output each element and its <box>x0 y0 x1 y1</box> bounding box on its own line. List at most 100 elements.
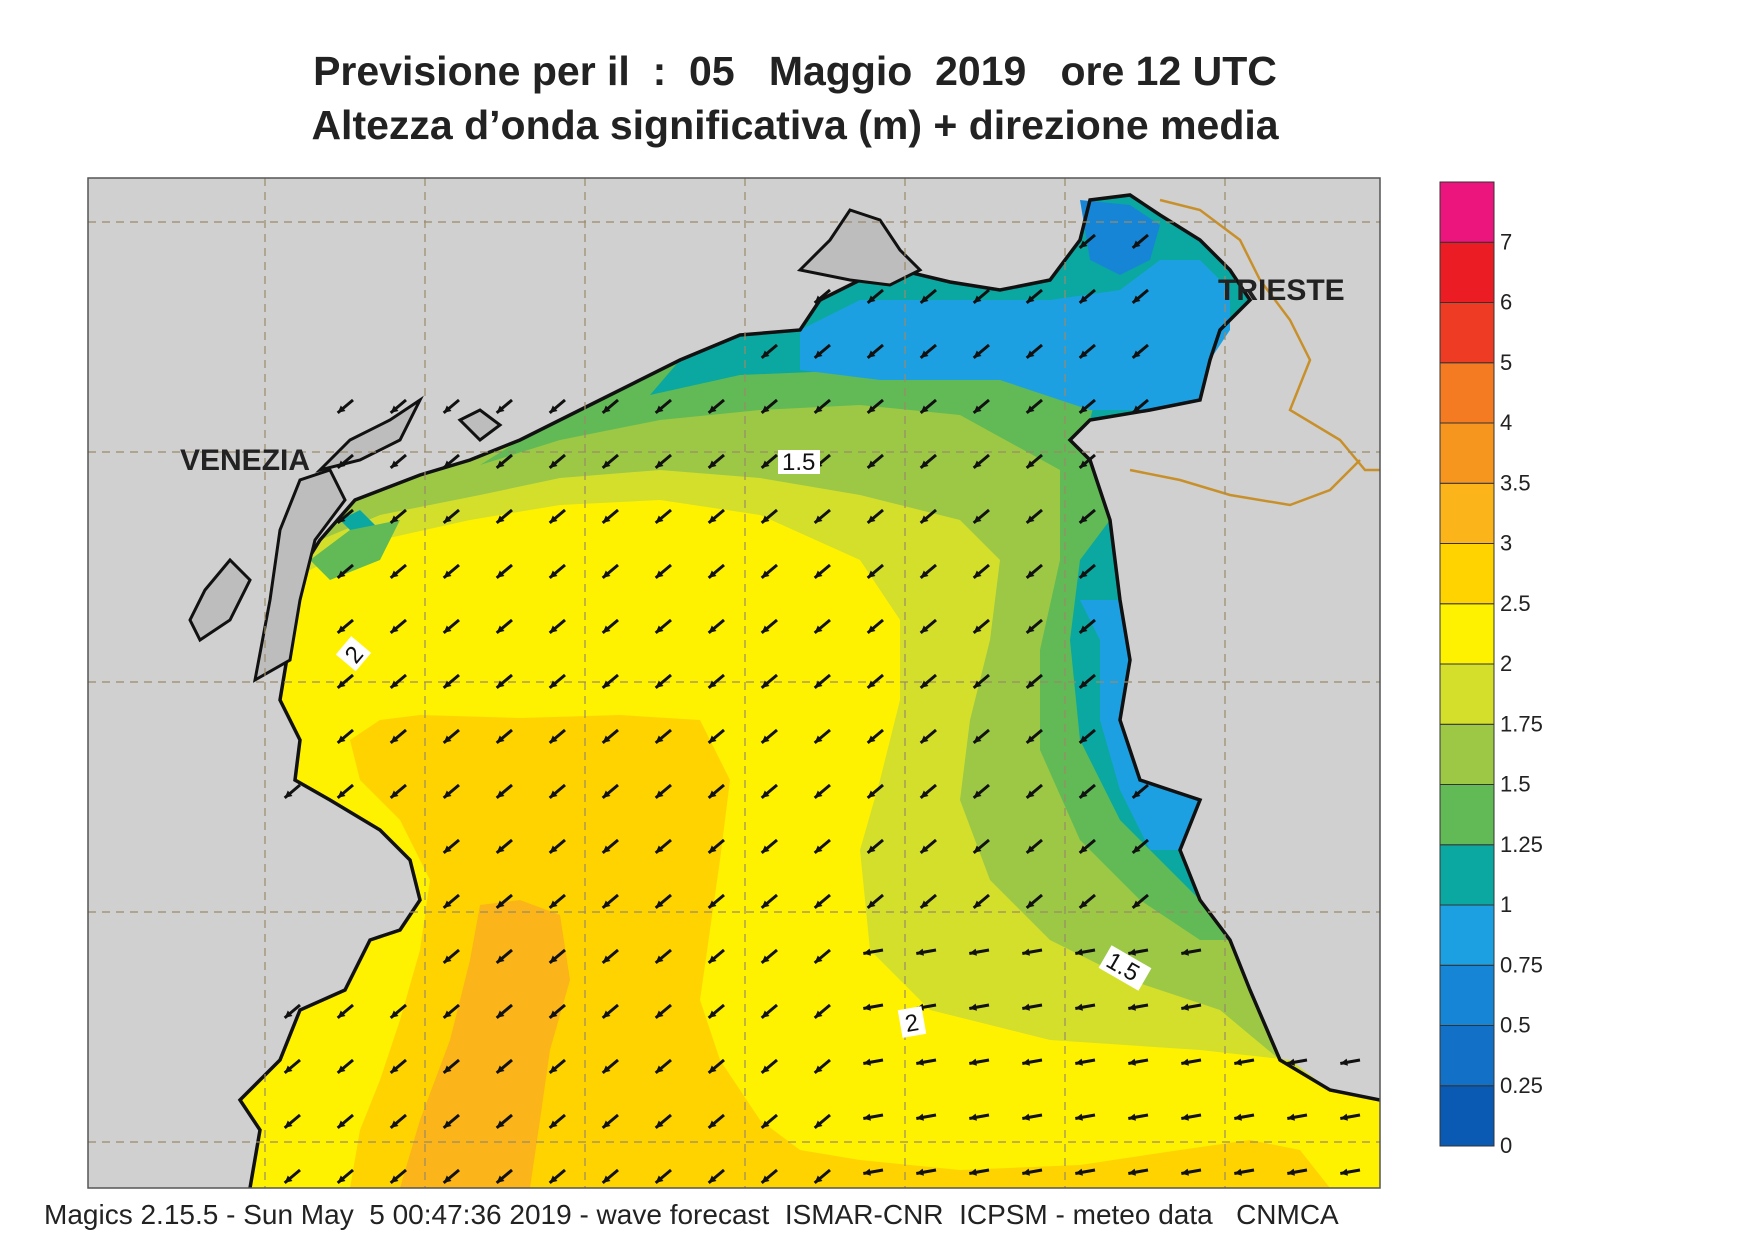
contour-label-1: 1.5 <box>778 449 820 476</box>
wave-arrow-head <box>337 790 346 798</box>
national-border <box>1159 198 1380 472</box>
wave-arrow-head <box>1075 1003 1083 1011</box>
map-frame <box>87 177 1381 1189</box>
wave-arrow-head <box>602 1175 611 1183</box>
svg-text:2: 2 <box>903 1009 921 1038</box>
wave-arrow-head <box>1079 625 1088 633</box>
wave-arrow-head <box>549 900 558 908</box>
wave-arrow-head <box>920 405 929 413</box>
wave-arrow-head <box>1079 845 1088 853</box>
wave-arrow-head <box>1075 1168 1083 1176</box>
wave-arrow-head <box>1026 680 1035 688</box>
wave-arrow-head <box>655 735 664 743</box>
wave-arrow-head <box>973 845 982 853</box>
wave-arrow-head <box>496 790 505 798</box>
wave-arrow-head <box>1340 1058 1348 1066</box>
wave-arrow-head <box>655 570 664 578</box>
wave-arrow-head <box>337 680 346 688</box>
wave-arrow-head <box>1340 1113 1348 1121</box>
wave-arrow-head <box>1026 460 1035 468</box>
wave-arrow-head <box>655 955 664 963</box>
city-trieste: TRIESTE <box>1218 274 1345 307</box>
wave-arrow-head <box>496 1120 505 1128</box>
colorbar-label: 4 <box>1500 410 1512 435</box>
wave-arrow-head <box>496 1175 505 1183</box>
wave-arrow-head <box>761 515 770 523</box>
wave-arrow-head <box>973 350 982 358</box>
wave-arrow-head <box>814 515 823 523</box>
wave-arrow-head <box>708 1175 717 1183</box>
colorbar-label: 3 <box>1500 531 1512 556</box>
wave-arrow-head <box>390 625 399 633</box>
wave-arrow-head <box>1026 515 1035 523</box>
wave-arrow-head <box>1181 948 1189 956</box>
colorbar-swatch <box>1439 844 1495 906</box>
wave-arrow-head <box>443 405 452 413</box>
wave-arrow-head <box>814 295 823 303</box>
wave-arrow-head <box>549 625 558 633</box>
wave-arrow-head <box>708 680 717 688</box>
wave-arrow-head <box>1026 570 1035 578</box>
wave-arrow-head <box>708 405 717 413</box>
wave-arrow-head <box>655 790 664 798</box>
wave-arrow-head <box>496 405 505 413</box>
wave-arrow-head <box>1079 570 1088 578</box>
wave-arrow-head <box>867 845 876 853</box>
wave-arrow-head <box>708 1065 717 1073</box>
wave-arrow-head <box>549 515 558 523</box>
svg-text:1.5: 1.5 <box>782 449 815 476</box>
wave-arrow-head <box>761 405 770 413</box>
wave-arrow-head <box>390 405 399 413</box>
wave-arrow-head <box>655 460 664 468</box>
wave-arrow-head <box>602 570 611 578</box>
wave-arrow-head <box>916 1058 924 1066</box>
wave-arrow-head <box>655 515 664 523</box>
wave-arrow-head <box>920 900 929 908</box>
wave-arrow-head <box>443 900 452 908</box>
wave-arrow-head <box>549 680 558 688</box>
wave-arrow-head <box>655 1010 664 1018</box>
wave-arrow-head <box>337 735 346 743</box>
wave-arrow-head <box>496 900 505 908</box>
wave-arrow-head <box>602 680 611 688</box>
wave-arrow-head <box>1079 735 1088 743</box>
wave-arrow-head <box>761 570 770 578</box>
wave-arrow-head <box>390 790 399 798</box>
city-venezia: VENEZIA <box>180 444 310 477</box>
map-title-line2: Altezza d’onda significativa (m) + direz… <box>311 102 1279 148</box>
wave-arrow-head <box>920 625 929 633</box>
wave-arrow-head <box>1079 900 1088 908</box>
wave-arrow-head <box>973 735 982 743</box>
wave-arrow-head <box>655 1175 664 1183</box>
wave-arrow-head <box>708 955 717 963</box>
wave-arrow-head <box>549 1175 558 1183</box>
wave-arrow-head <box>655 900 664 908</box>
wave-arrow-head <box>863 948 871 956</box>
wave-arrow-head <box>1079 240 1088 248</box>
wave-arrow-head <box>390 570 399 578</box>
wave-arrow-head <box>973 515 982 523</box>
wave-arrow-head <box>496 1065 505 1073</box>
wave-arrow-head <box>1022 1168 1030 1176</box>
wave-arrow-head <box>337 515 346 523</box>
wave-arrow-head <box>973 680 982 688</box>
colorbar: 0 0.25 0.5 0.75 1 1.25 1.5 1.75 2 2.5 3 3.5 4 5 6 7 <box>1439 181 1543 1158</box>
colorbar-swatch <box>1439 1085 1495 1147</box>
wave-arrow-head <box>337 1065 346 1073</box>
colorbar-swatch <box>1439 362 1495 424</box>
colorbar-swatch <box>1439 482 1495 544</box>
colorbar-label: 2 <box>1500 651 1512 676</box>
wave-arrow-head <box>655 1120 664 1128</box>
wave-arrow-head <box>337 1120 346 1128</box>
wave-arrow-head <box>549 845 558 853</box>
wave-arrow-head <box>390 1065 399 1073</box>
wave-arrow-head <box>973 295 982 303</box>
wave-arrow-head <box>655 1065 664 1073</box>
wave-arrow-head <box>814 625 823 633</box>
wave-arrow-head <box>1079 790 1088 798</box>
wave-arrow-head <box>602 625 611 633</box>
wave-arrow-head <box>814 845 823 853</box>
wave-arrow-head <box>1128 1168 1136 1176</box>
wave-arrow-head <box>443 680 452 688</box>
wave-arrow-head <box>973 570 982 578</box>
